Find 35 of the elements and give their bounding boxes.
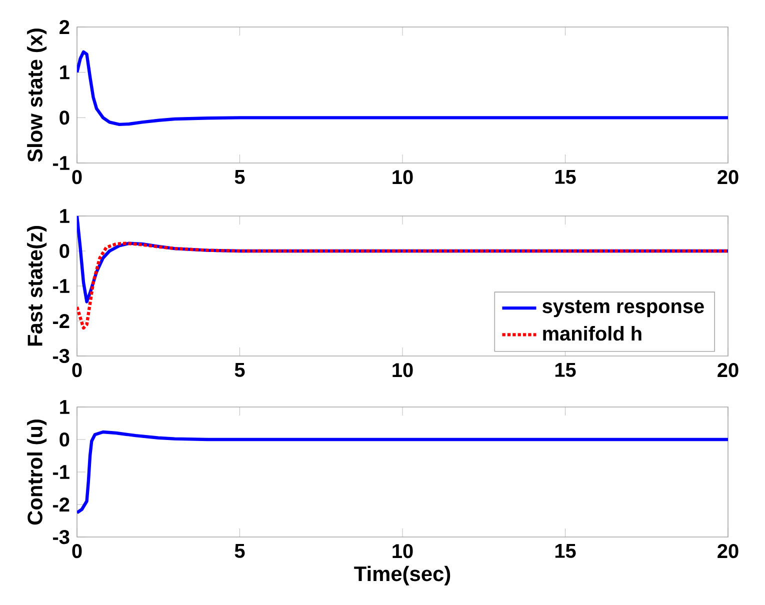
x-tick-label: 5 [234, 363, 245, 377]
x-tick-label: 15 [555, 170, 576, 184]
x-tick-label: 15 [555, 544, 576, 558]
y-tick-label: -1 [53, 465, 70, 479]
x-tick-label: 0 [72, 363, 82, 378]
y-tick-label: 0 [60, 432, 70, 447]
legend-label: manifold h [543, 326, 642, 341]
x-tick-label: 15 [555, 363, 576, 377]
x-tick-label: 0 [72, 170, 82, 184]
x-tick-label: 5 [234, 170, 245, 184]
legend-label: system response [542, 300, 704, 318]
y-tick-label: 2 [60, 20, 70, 34]
y-tick-label: 1 [60, 209, 70, 223]
y-axis-title: Slow state (x) [27, 28, 47, 162]
y-axis-title: Fast state(z) [27, 226, 47, 346]
y-tick-label: 1 [60, 400, 70, 414]
y-tick-label: -3 [53, 348, 70, 364]
x-tick-label: 10 [392, 170, 413, 184]
x-tick-label: 20 [718, 170, 738, 184]
y-axis-title: Control (u) [27, 420, 47, 525]
y-tick-label: 1 [60, 65, 70, 80]
y-tick-label: -1 [53, 279, 70, 293]
x-tick-label: 10 [392, 544, 413, 558]
x-tick-label: 0 [72, 544, 82, 558]
x-tick-label: 5 [234, 544, 245, 558]
x-tick-label: 20 [718, 363, 738, 378]
y-tick-label: -2 [53, 314, 70, 328]
x-tick-label: 10 [392, 363, 413, 378]
x-tick-label: 20 [718, 544, 738, 558]
y-tick-label: -3 [53, 530, 70, 544]
y-tick-label: 0 [60, 110, 70, 125]
x-axis-title: Time(sec) [354, 566, 450, 586]
y-tick-label: -2 [53, 498, 70, 512]
y-tick-label: 0 [60, 244, 70, 258]
y-tick-label: -1 [53, 156, 70, 170]
